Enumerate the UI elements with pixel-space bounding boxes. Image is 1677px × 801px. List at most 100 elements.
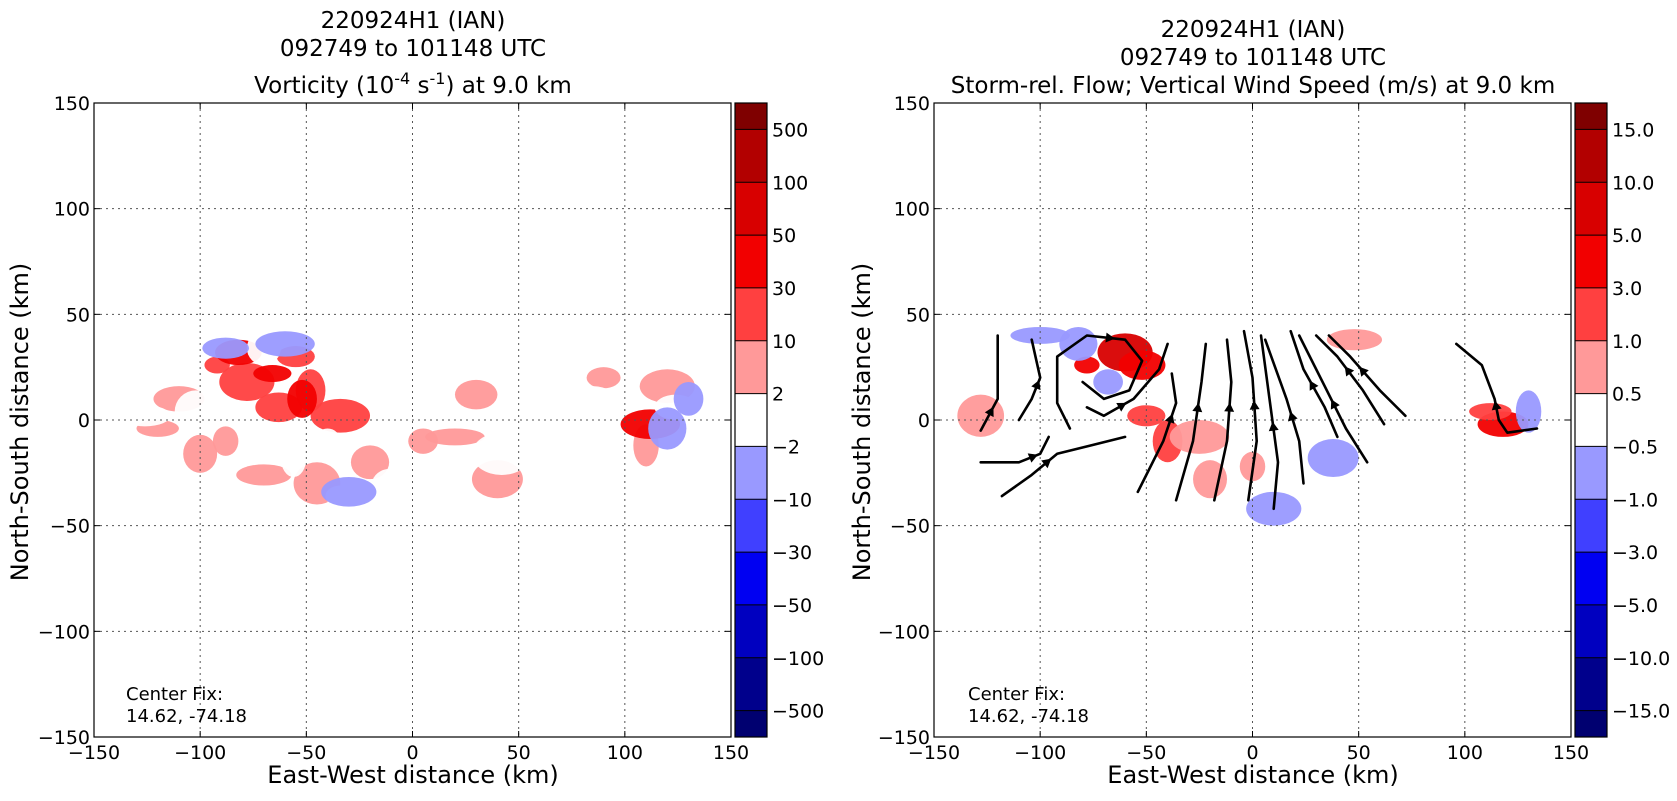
left-title-var-sup1: -4 — [394, 69, 410, 88]
contour-patch — [1193, 460, 1228, 499]
streamline — [1263, 338, 1305, 485]
y-tick-label: −100 — [878, 621, 930, 643]
streamline — [1213, 338, 1233, 502]
colorbar-label: −30 — [772, 542, 812, 564]
streamline — [1259, 334, 1280, 511]
x-tick-label: −100 — [174, 742, 226, 764]
colorbar-label: 30 — [772, 278, 796, 300]
y-tick-label: 150 — [54, 93, 90, 115]
contour-patch — [1307, 439, 1359, 478]
x-tick-label: −150 — [908, 742, 960, 764]
left-annotation-line-1: Center Fix: — [126, 684, 223, 705]
right-x-axis-label: East-West distance (km) — [1107, 761, 1398, 789]
colorbar-label: −500 — [772, 701, 824, 723]
x-tick-label: 150 — [1553, 742, 1589, 764]
left-title-var-sup2: -1 — [430, 69, 446, 88]
x-tick-label: 50 — [507, 742, 531, 764]
colorbar-band — [735, 103, 767, 130]
y-tick-label: −50 — [50, 516, 90, 538]
contour-patch — [1118, 350, 1166, 380]
left-y-axis-label: North-South distance (km) — [6, 263, 34, 582]
contour-patch — [673, 381, 704, 416]
right-y-axis-label: North-South distance (km) — [848, 263, 876, 582]
streamline-arrow — [1491, 400, 1502, 411]
left-title-var-pre: Vorticity (10 — [254, 73, 394, 99]
y-tick-label: 50 — [906, 304, 930, 326]
contour-patch — [1515, 390, 1542, 433]
colorbar-band — [1575, 340, 1607, 394]
colorbar-label: 2 — [772, 384, 784, 406]
colorbar-label: −1.0 — [1612, 489, 1658, 511]
contour-patch — [1040, 481, 1075, 503]
streamline-arrow — [984, 406, 994, 418]
x-tick-label: 150 — [713, 742, 749, 764]
colorbar-label: 10.0 — [1612, 172, 1654, 194]
contour-patch — [202, 337, 250, 359]
contour-patch — [119, 405, 171, 427]
right-plot-area: −150 −100 −50 0 50 100 150 −150 −100 −50 0 50 100 150 — [878, 93, 1589, 764]
contour-patch — [350, 445, 390, 480]
contour-patch — [174, 390, 218, 433]
colorbar-band — [735, 182, 767, 236]
left-title-line-2: 092749 to 101148 UTC — [280, 36, 546, 62]
contour-patch — [1010, 327, 1070, 344]
contour-patch — [355, 329, 402, 368]
left-panel: 220924H1 (IAN) 092749 to 101148 UTC Vort… — [6, 8, 824, 789]
contour-patch — [255, 331, 315, 357]
streamline-arrow — [1041, 458, 1052, 469]
colorbar-label: 1.0 — [1612, 331, 1642, 353]
x-tick-label: −50 — [1126, 742, 1166, 764]
colorbar-band — [735, 287, 767, 341]
contour-patch — [314, 428, 341, 454]
contour-patch — [1469, 403, 1512, 420]
streamline-arrow — [1309, 380, 1319, 391]
right-colorbar: 15.0 10.0 5.0 3.0 1.0 0.5 −0.5 −1.0 −3.0 −5.0 −10.… — [1574, 102, 1670, 738]
colorbar-label: −100 — [772, 648, 824, 670]
y-tick-label: 0 — [918, 410, 930, 432]
colorbar-band — [735, 657, 767, 711]
y-tick-label: −50 — [890, 516, 930, 538]
colorbar-band — [1575, 710, 1607, 737]
colorbar-band — [735, 340, 767, 394]
contour-patch — [1093, 369, 1123, 395]
right-title-line-2: 092749 to 101148 UTC — [1120, 45, 1386, 71]
colorbar-band — [735, 710, 767, 737]
contour-patch — [586, 367, 621, 389]
colorbar-label: −5.0 — [1612, 595, 1658, 617]
y-tick-label: −150 — [878, 727, 930, 749]
colorbar-band — [1575, 657, 1607, 711]
streamline-arrow — [1031, 379, 1041, 391]
contour-patch — [310, 398, 371, 433]
colorbar-band — [1575, 499, 1607, 553]
streamline-arrow — [1116, 402, 1127, 412]
right-annotation-line-2: 14.62, -74.18 — [968, 706, 1089, 727]
contour-patch — [648, 407, 687, 450]
colorbar-label: 15.0 — [1612, 119, 1654, 141]
contour-patch — [454, 379, 498, 410]
colorbar-label: −0.5 — [1612, 436, 1658, 458]
colorbar-frame — [1574, 102, 1608, 738]
y-tick-label: −150 — [38, 727, 90, 749]
colorbar-label: −50 — [772, 595, 812, 617]
x-tick-label: 0 — [406, 742, 418, 764]
colorbar-band — [735, 552, 767, 605]
x-tick-label: 0 — [1246, 742, 1258, 764]
left-title-var-post: ) at 9.0 km — [445, 73, 571, 99]
colorbar-band — [735, 235, 767, 288]
y-tick-label: −100 — [38, 621, 90, 643]
streamline — [1085, 342, 1169, 418]
streamline — [1174, 342, 1208, 502]
colorbar-band — [1575, 235, 1607, 288]
x-tick-label: 100 — [1447, 742, 1483, 764]
streamline — [1000, 435, 1127, 498]
streamline-arrow — [1288, 411, 1298, 422]
colorbar-label: 500 — [772, 119, 808, 141]
contour-patch — [183, 434, 218, 473]
right-title-line-1: 220924H1 (IAN) — [1161, 17, 1346, 43]
colorbar-frame — [734, 102, 768, 738]
left-plot-area: −150 −100 −50 0 50 100 150 −150 −100 −50 0 50 100 150 — [38, 93, 749, 764]
contour-patch — [212, 426, 239, 456]
streamline-arrow — [1164, 413, 1175, 424]
colorbar-label: 10 — [772, 331, 796, 353]
colorbar-band — [1575, 103, 1607, 130]
